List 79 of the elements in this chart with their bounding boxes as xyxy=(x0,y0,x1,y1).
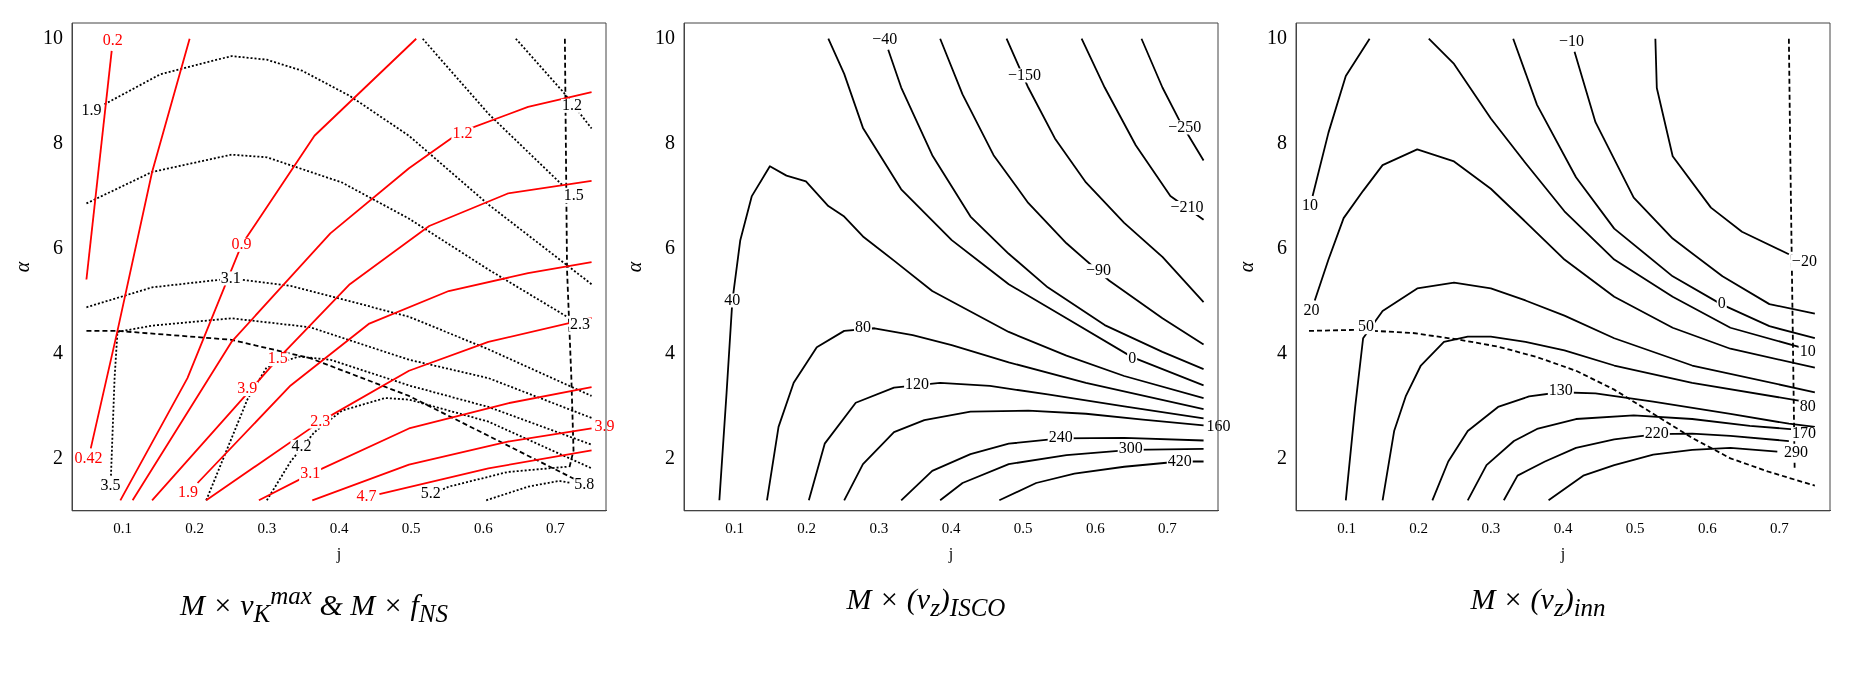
annotation: 1.2 xyxy=(562,96,583,114)
y-tick-label: 4 xyxy=(665,340,675,363)
y-tick-label: 10 xyxy=(1267,25,1287,48)
x-tick-label: 0.5 xyxy=(401,519,421,536)
x-axis-title: j xyxy=(1559,544,1566,563)
x-tick-label: 0.6 xyxy=(1697,519,1718,536)
y-tick-label: 2 xyxy=(665,445,675,468)
annotation: 40 xyxy=(724,290,741,308)
x-tick-label: 0.2 xyxy=(185,519,205,536)
x-tick-label: 0.1 xyxy=(113,519,132,536)
annotation: −20 xyxy=(1791,251,1817,269)
annotation: 3.5 xyxy=(100,475,121,493)
annotation: 5.8 xyxy=(574,475,595,493)
x-tick-label: 0.2 xyxy=(797,519,817,536)
annotation: 80 xyxy=(1799,397,1816,415)
y-tick-label: 10 xyxy=(43,25,63,48)
annotation: 1.9 xyxy=(178,483,199,501)
annotation: 5.2 xyxy=(420,484,441,502)
annotation: 3.9 xyxy=(594,416,615,434)
x-tick-label: 0.2 xyxy=(1409,519,1429,536)
x-tick-label: 0.1 xyxy=(725,519,744,536)
text: M × (ν$_{z}$)$_{inn}$ xyxy=(1470,582,1606,622)
y-axis-title: α xyxy=(623,261,646,273)
text: M × ν$_{K}$$^{max}$ & M × f$_{NS}$ xyxy=(180,582,448,628)
x-axis-title: j xyxy=(947,544,954,563)
annotation: −250 xyxy=(1168,117,1202,135)
annotation: 0.2 xyxy=(102,31,123,48)
annotation: 4.2 xyxy=(291,437,312,455)
x-tick-label: 0.6 xyxy=(473,519,494,536)
annotation: −210 xyxy=(1170,198,1204,216)
x-tick-label: 0.3 xyxy=(869,519,889,536)
annotation: 1.9 xyxy=(81,101,102,119)
annotation: 290 xyxy=(1784,443,1809,461)
x-tick-label: 0.7 xyxy=(1158,519,1178,536)
annotation: 4.7 xyxy=(356,487,377,505)
annotation: −40 xyxy=(872,29,898,47)
y-tick-label: 4 xyxy=(53,340,63,363)
annotation: 170 xyxy=(1792,424,1817,442)
x-tick-label: 0.4 xyxy=(941,519,961,536)
x-axis-title: j xyxy=(335,544,342,563)
x-tick-label: 0.3 xyxy=(257,519,277,536)
x-tick-label: 0.5 xyxy=(1625,519,1645,536)
annotation: 80 xyxy=(854,317,871,335)
x-tick-label: 0.1 xyxy=(1337,519,1356,536)
y-tick-label: 6 xyxy=(53,235,63,258)
annotation: 10 xyxy=(1799,342,1816,360)
y-tick-label: 10 xyxy=(655,25,675,48)
annotation: 1.5 xyxy=(563,186,584,204)
y-tick-label: 8 xyxy=(665,130,675,153)
x-tick-label: 0.4 xyxy=(329,519,349,536)
y-axis-title: α xyxy=(1235,261,1258,273)
y-tick-label: 6 xyxy=(665,235,675,258)
x-tick-label: 0.7 xyxy=(546,519,566,536)
annotation: 10 xyxy=(1302,196,1319,214)
x-tick-label: 0.3 xyxy=(1481,519,1501,536)
y-tick-label: 4 xyxy=(1277,340,1287,363)
annotation: 160 xyxy=(1206,416,1231,434)
x-tick-label: 0.7 xyxy=(1770,519,1790,536)
x-tick-label: 0.4 xyxy=(1553,519,1573,536)
x-tick-label: 0.6 xyxy=(1085,519,1106,536)
annotation: 0.42 xyxy=(74,448,103,466)
annotation: 0 xyxy=(1128,348,1137,366)
y-tick-label: 2 xyxy=(1277,445,1287,468)
annotation: 120 xyxy=(905,375,930,393)
y-tick-label: 8 xyxy=(1277,130,1287,153)
y-tick-label: 6 xyxy=(1277,235,1287,258)
annotation: 20 xyxy=(1303,300,1320,318)
annotation: −90 xyxy=(1085,261,1111,279)
annotation: 0 xyxy=(1717,294,1726,312)
annotation: 3.9 xyxy=(237,379,258,397)
annotation: 2.3 xyxy=(570,314,591,332)
y-tick-label: 2 xyxy=(53,445,63,468)
text: M × (ν$_{z}$)$_{ISCO}$ xyxy=(846,582,1006,622)
y-axis-title: α xyxy=(11,261,34,273)
y-tick-label: 8 xyxy=(53,130,63,153)
x-tick-label: 0.5 xyxy=(1013,519,1033,536)
annotation: −150 xyxy=(1008,65,1042,83)
annotation: −10 xyxy=(1559,32,1585,50)
annotation: 50 xyxy=(1358,317,1374,335)
